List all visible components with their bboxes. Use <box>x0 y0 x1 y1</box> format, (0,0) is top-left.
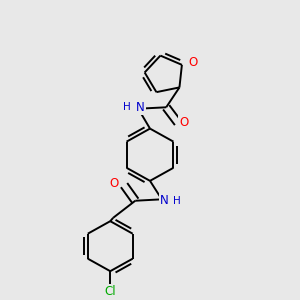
Text: H: H <box>173 196 181 206</box>
Text: Cl: Cl <box>104 285 116 298</box>
Text: H: H <box>123 102 131 112</box>
Text: N: N <box>160 194 169 207</box>
Text: O: O <box>188 56 198 69</box>
Text: N: N <box>136 101 145 114</box>
Text: O: O <box>179 116 188 129</box>
Text: O: O <box>110 177 119 190</box>
